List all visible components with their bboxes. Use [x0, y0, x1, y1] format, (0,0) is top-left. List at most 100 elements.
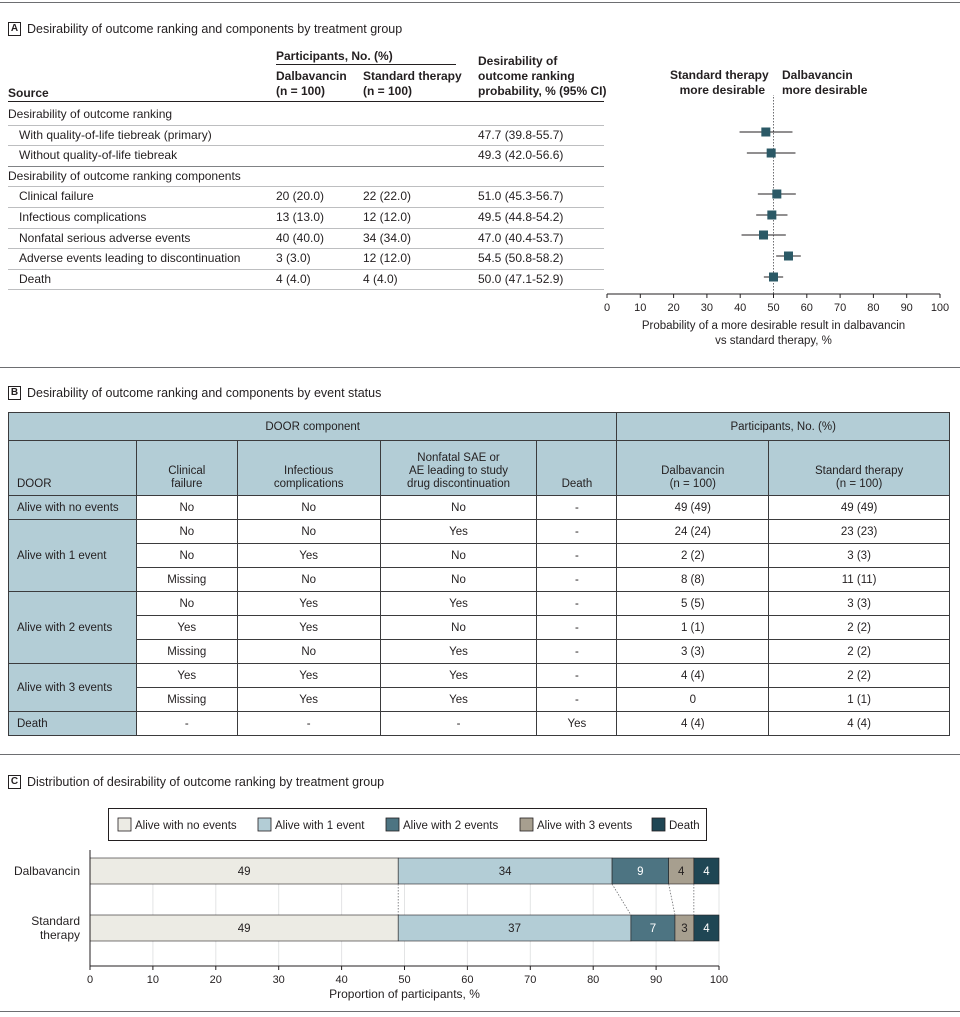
col-b-dalba-line1: Dalbavancin	[661, 465, 725, 477]
category-label: Dalbavancin	[14, 864, 80, 878]
x-tick-label: 80	[587, 974, 599, 986]
bar-segment	[611, 857, 669, 885]
row-divider	[8, 207, 604, 208]
col-dalba-line2: (n = 100)	[276, 84, 326, 98]
row-divider	[8, 145, 604, 146]
col-b-dalba: Dalbavancin (n = 100)	[616, 440, 770, 496]
x-tick-label: 10	[147, 974, 159, 986]
legend-label: Death	[669, 820, 700, 832]
infectious-cell: Yes	[236, 687, 381, 712]
dalba-count-cell: 8 (8)	[616, 567, 770, 592]
point-estimate	[767, 210, 777, 220]
door-row: Alive with no events No No No -49 (49) 49 (49…	[8, 495, 950, 520]
x-tick-label: 50	[767, 302, 779, 314]
door-row: Alive with 1 event No No Yes -24 (24) 23 (23)	[8, 519, 950, 592]
x-tick-label: 0	[604, 302, 610, 314]
clinical-failure-cell: No	[135, 591, 238, 616]
door-row: Missing No No -8 (8) 11 (11)	[9, 567, 950, 592]
sae-cell: Yes	[379, 687, 538, 712]
col-sae-line1: Nonfatal SAE or	[417, 452, 500, 464]
bar-value-label: 4	[678, 866, 685, 878]
clinical-failure-cell: Missing	[135, 687, 238, 712]
bar-value-label: 7	[650, 923, 656, 935]
panel-b-bottom-rule	[0, 754, 960, 755]
row-dalba-value: 20 (20.0)	[276, 189, 325, 204]
infectious-cell: Yes	[236, 591, 381, 616]
row-label: With quality-of-life tiebreak (primary)	[19, 127, 212, 142]
sae-cell: Yes	[379, 663, 538, 688]
sae-cell: Yes	[379, 519, 538, 544]
std-count-cell: 11 (11)	[768, 567, 950, 592]
door-component-header: DOOR component	[7, 412, 618, 441]
dalba-count-cell: 0	[616, 687, 770, 712]
sae-cell: Yes	[379, 639, 538, 664]
x-tick-label: 50	[398, 974, 410, 986]
col-infectious: Infectious complications	[236, 440, 381, 496]
panel-a-header: A Desirability of outcome ranking and co…	[8, 22, 402, 36]
row-dalba-value: 40 (40.0)	[276, 230, 325, 245]
std-count-cell: 2 (2)	[768, 639, 950, 664]
dalba-count-cell: 24 (24)	[616, 519, 770, 544]
std-count-cell: 2 (2)	[768, 615, 950, 640]
door-category-label: Death	[8, 711, 137, 736]
infectious-cell: Yes	[236, 543, 381, 568]
panel-a-header-rule	[8, 101, 604, 102]
row-label: Adverse events leading to discontinuatio…	[19, 251, 241, 266]
row-label: Without quality-of-life tiebreak	[19, 148, 178, 163]
category-label: Standard	[31, 914, 80, 928]
sae-cell: No	[379, 495, 538, 520]
death-cell: -	[536, 687, 618, 712]
std-count-cell: 3 (3)	[768, 543, 950, 568]
row-probability: 49.3 (42.0-56.6)	[478, 148, 564, 163]
door-category-label: Alive with 2 events	[8, 591, 137, 664]
x-tick-label: 70	[834, 302, 846, 314]
bar-value-label: 3	[681, 923, 687, 935]
point-estimate	[766, 148, 776, 158]
dalba-count-cell: 49 (49)	[616, 495, 770, 520]
x-tick-label: 60	[801, 302, 813, 314]
sae-cell: No	[379, 543, 538, 568]
section-label: Desirability of outcome ranking	[8, 107, 173, 121]
row-probability: 47.0 (40.4-53.7)	[478, 230, 564, 245]
row-std-value: 22 (22.0)	[363, 189, 412, 204]
legend-box	[108, 808, 707, 841]
panel-c-header: C Distribution of desirability of outcom…	[8, 775, 384, 789]
legend: Alive with no events Alive with 1 event Al…	[108, 808, 707, 841]
door-category-label: Alive with 1 event	[8, 519, 137, 592]
dalba-count-cell: 5 (5)	[616, 591, 770, 616]
col-source: Source	[8, 86, 49, 100]
row-label: Death	[19, 271, 52, 286]
bar-value-label: 34	[499, 866, 512, 878]
forest-plot: 0 10 20 30 40 50 60 70 80 90 100 Probability of a m…	[604, 95, 949, 347]
panel-b-letter: B	[8, 386, 21, 400]
col-sae: Nonfatal SAE or AE leading to study drug d…	[379, 440, 538, 496]
x-tick-label: 10	[634, 302, 646, 314]
row-probability: 47.7 (39.8-55.7)	[478, 127, 564, 142]
col-sae-line2: AE leading to study	[408, 465, 509, 477]
favor-right-line2: more desirable	[782, 83, 868, 97]
panel-b-title: Desirability of outcome ranking and comp…	[27, 386, 382, 400]
sae-cell: Yes	[379, 591, 538, 616]
clinical-failure-cell: No	[135, 543, 238, 568]
dalba-count-cell: 2 (2)	[616, 543, 770, 568]
door-table: DOOR component Participants, No. (%) DOO…	[7, 412, 950, 736]
point-estimate	[769, 272, 778, 282]
death-cell: -	[536, 639, 618, 664]
dalba-count-cell: 4 (4)	[616, 663, 770, 688]
std-count-cell: 3 (3)	[768, 591, 950, 616]
death-cell: -	[536, 543, 618, 568]
x-tick-label: 70	[524, 974, 536, 986]
door-category-label: Alive with no events	[8, 495, 137, 520]
x-tick-label: 100	[931, 302, 949, 314]
col-clinical-line2: failure	[171, 478, 203, 490]
x-tick-label: 0	[87, 974, 93, 986]
row-divider	[8, 248, 604, 249]
bar-value-label: 4	[703, 923, 710, 935]
row-probability: 50.0 (47.1-52.9)	[478, 271, 564, 286]
stacked-bar-chart: Alive with no events Alive with 1 event Al…	[14, 808, 728, 1001]
col-b-std-line1: Standard therapy	[814, 465, 904, 477]
clinical-failure-cell: Yes	[135, 663, 238, 688]
x-tick-label: 60	[461, 974, 473, 986]
sae-cell: -	[379, 711, 538, 736]
death-cell: -	[536, 495, 618, 520]
